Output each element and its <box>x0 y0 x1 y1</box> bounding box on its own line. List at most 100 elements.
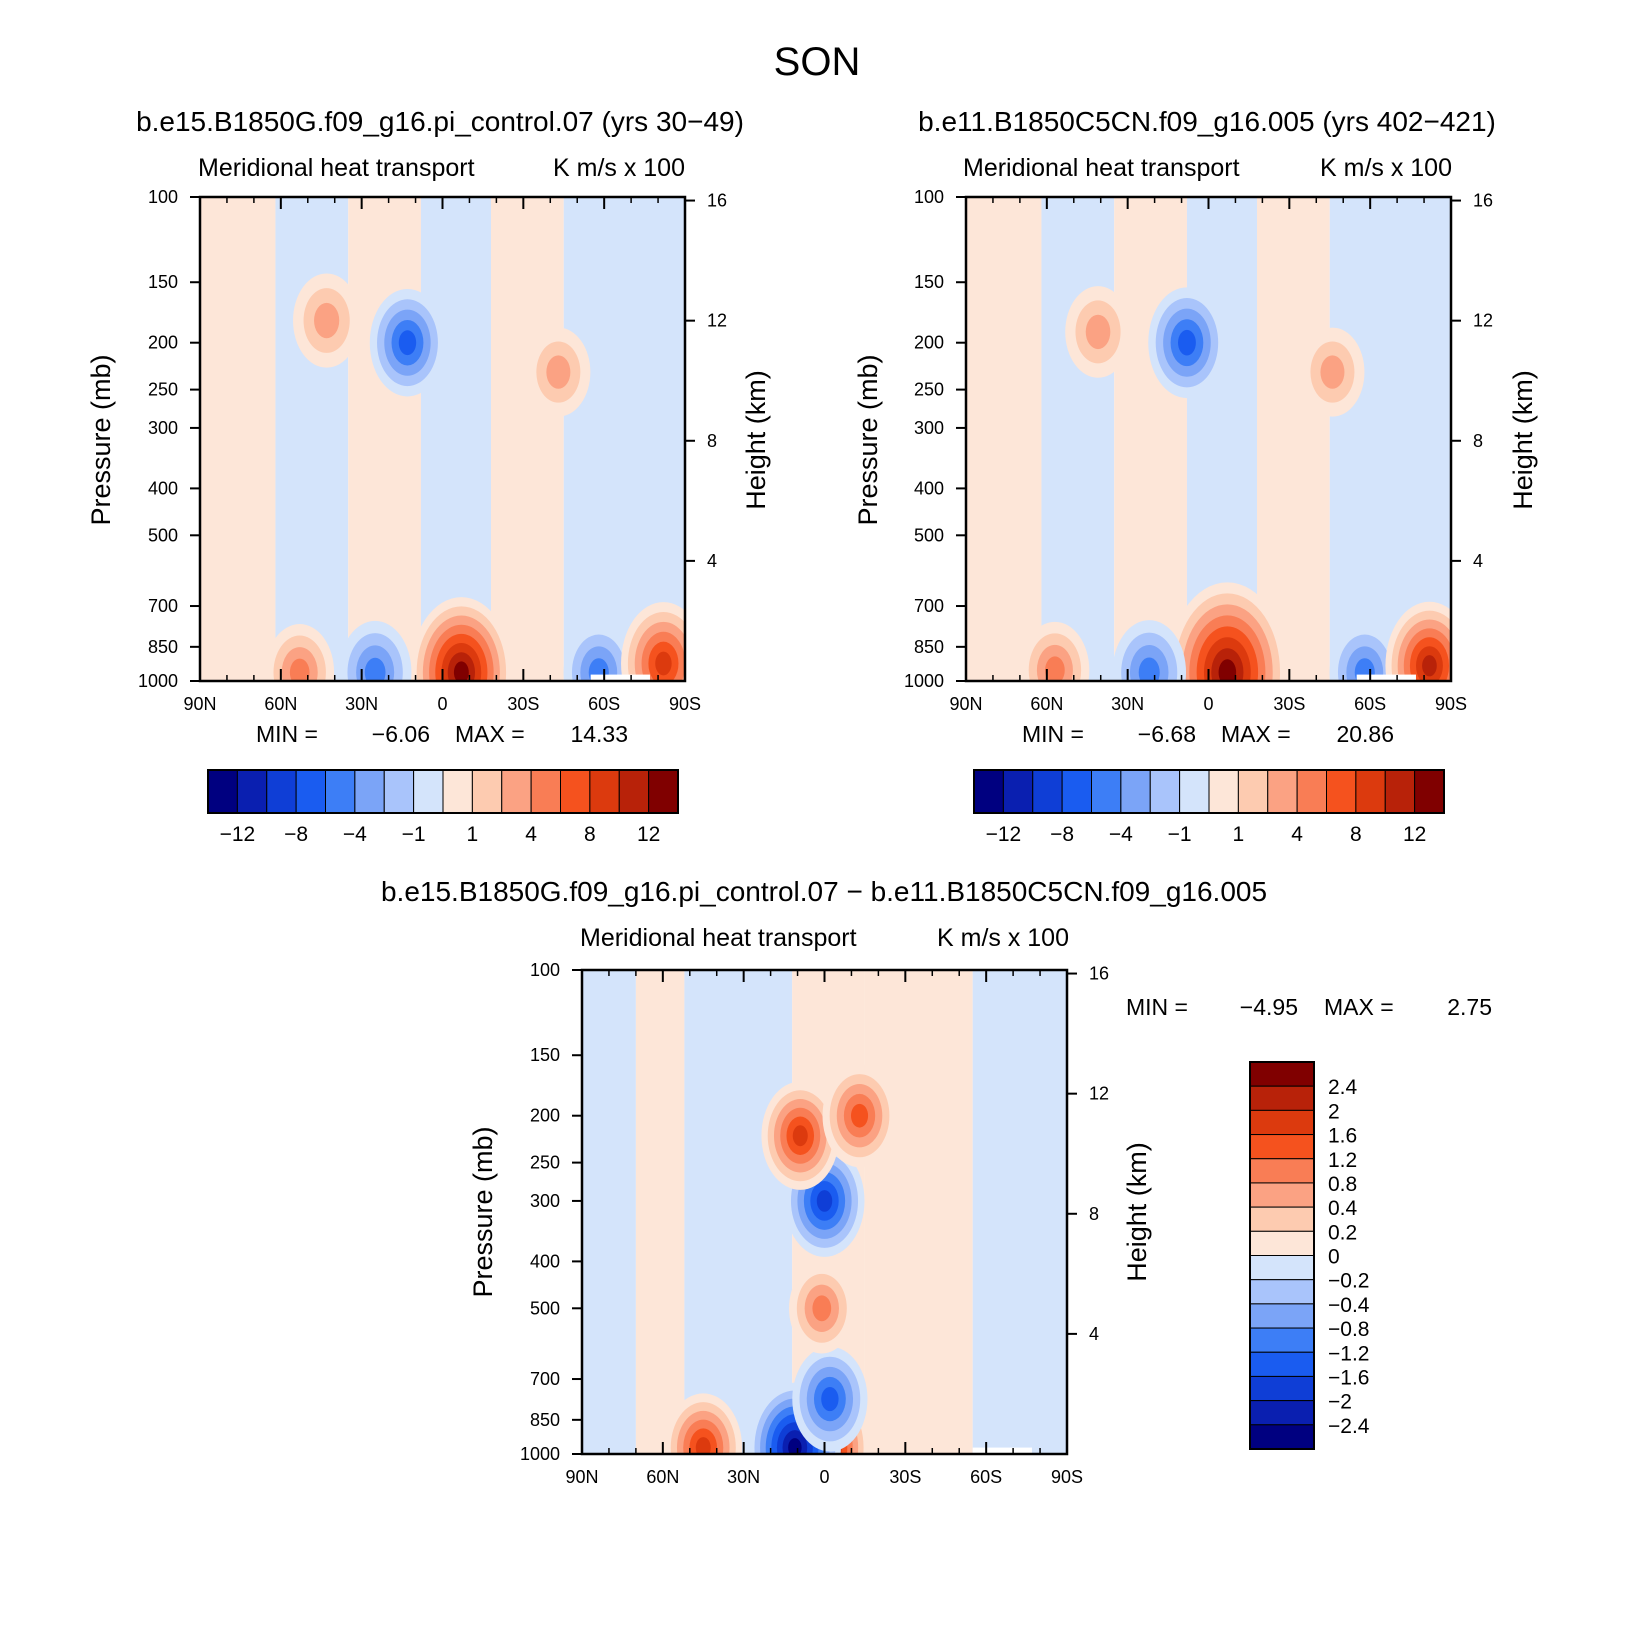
p1-colorbar-swatch <box>354 769 385 814</box>
p2-y-right-tick-label: 4 <box>1473 551 1483 571</box>
p3-background-band <box>635 970 685 1454</box>
p2-colorbar-label: 4 <box>1291 823 1303 846</box>
p3-colorbar-swatch <box>1249 1061 1315 1087</box>
p3-y-tick-label: 150 <box>530 1045 560 1065</box>
p3-y-tick-label: 100 <box>530 960 560 980</box>
p2-background-band <box>1257 197 1330 681</box>
p3-colorbar-label: −2.4 <box>1328 1415 1370 1438</box>
p1-colorbar-label: −8 <box>284 823 308 846</box>
p2-y-tick-label: 250 <box>914 380 944 400</box>
p1-colorbar-swatch <box>648 769 679 814</box>
p2-feature-1-level-7 <box>1218 659 1237 681</box>
p1-colorbar-swatch <box>266 769 297 814</box>
p3-colorbar-label: −0.8 <box>1328 1318 1369 1341</box>
p1-colorbar-swatch <box>325 769 356 814</box>
p1-background-band <box>200 197 276 681</box>
p3-colorbar-label: −1.2 <box>1328 1342 1369 1365</box>
p3-y-right-tick-label: 16 <box>1089 964 1109 984</box>
p2-colorbar-swatch <box>1149 769 1181 814</box>
p2-colorbar-label: 1 <box>1233 823 1245 846</box>
p1-background-band <box>563 197 685 681</box>
p1-x-tick-label: 90S <box>669 694 701 714</box>
p2-colorbar-swatch <box>1355 769 1386 814</box>
p1-x-tick-label: 60N <box>264 694 297 714</box>
p2-y-tick-label: 400 <box>914 478 944 498</box>
p3-x-tick-label: 60S <box>970 1467 1002 1487</box>
p2-y-tick-label: 1000 <box>904 671 944 691</box>
p2-y-tick-label: 700 <box>914 596 944 616</box>
p2-colorbar-swatch <box>1032 769 1063 814</box>
p2-y-tick-label: 850 <box>914 637 944 657</box>
p2-y-tick-label: 150 <box>914 272 944 292</box>
p1-feature-5-level-2 <box>546 355 571 389</box>
p2-feature-7-level-6 <box>1422 655 1437 677</box>
p2-colorbar-swatch <box>1091 769 1122 814</box>
panel-1: b.e15.B1850G.f09_g16.pi_control.07 (yrs … <box>86 106 771 846</box>
p3-y-tick-label: 400 <box>530 1251 560 1271</box>
p2-colorbar-label: −8 <box>1050 823 1074 846</box>
p2-colorbar-swatch <box>1414 769 1445 814</box>
panel-1-contour-field <box>200 197 685 681</box>
p3-colorbar-swatch <box>1249 1255 1315 1281</box>
p2-colorbar-label: 12 <box>1403 823 1426 846</box>
p3-colorbar-label: 1.6 <box>1328 1125 1357 1148</box>
panel-2-subtitle-left: Meridional heat transport <box>963 154 1240 182</box>
panel-3-ylabel: Pressure (mb) <box>468 1126 498 1297</box>
p3-colorbar-swatch <box>1249 1134 1315 1160</box>
p1-colorbar-swatch <box>560 769 591 814</box>
p2-colorbar-swatch <box>1267 769 1298 814</box>
p1-y-tick-label: 200 <box>148 333 178 353</box>
p1-colorbar-swatch <box>471 769 503 814</box>
panel-1-colorbar: −12 −8 −4 −1 1 4 8 12 <box>207 769 679 846</box>
p1-colorbar-label: −1 <box>402 823 426 846</box>
p3-colorbar-swatch <box>1249 1109 1315 1136</box>
p3-colorbar-swatch <box>1249 1351 1315 1377</box>
p3-x-tick-label: 90S <box>1051 1467 1083 1487</box>
panel-3-min-label: MIN = <box>1126 994 1188 1020</box>
p1-colorbar-swatch <box>589 769 620 814</box>
panel-3-title: b.e15.B1850G.f09_g16.pi_control.07 − b.e… <box>381 876 1267 907</box>
p3-feature-2-level-4 <box>850 1103 869 1128</box>
panel-2-min-value: −6.68 <box>1138 721 1196 747</box>
p3-colorbar-swatch <box>1249 1182 1315 1208</box>
p2-colorbar-swatch <box>1296 769 1327 814</box>
p3-colorbar-label: 1.2 <box>1328 1149 1357 1172</box>
panel-2-title: b.e11.B1850C5CN.f09_g16.005 (yrs 402−421… <box>918 106 1496 137</box>
p1-feature-4-level-2 <box>314 302 340 339</box>
p3-background-band <box>972 970 1067 1454</box>
p1-x-tick-label: 90N <box>183 694 216 714</box>
p1-feature-3-level-3 <box>289 658 310 681</box>
p2-feature-0-level-4 <box>1178 329 1196 356</box>
panel-1-axes: 90N 60N 30N 0 30S 60S 90S 100 150 200 250 300 400 500… <box>138 187 727 714</box>
p3-y-right-tick-label: 8 <box>1089 1204 1099 1224</box>
p2-x-tick-label: 30N <box>1111 694 1144 714</box>
p2-x-tick-label: 90S <box>1435 694 1467 714</box>
p3-background-band <box>684 970 793 1454</box>
panel-1-ylabel-right: Height (km) <box>741 370 771 510</box>
p3-colorbar-label: 2 <box>1328 1100 1340 1123</box>
p1-colorbar-swatch <box>236 769 268 814</box>
p1-y-tick-label: 1000 <box>138 671 178 691</box>
p2-colorbar-label: 8 <box>1350 823 1362 846</box>
p2-colorbar-swatch <box>1179 769 1210 814</box>
p2-feature-6-level-3 <box>1354 658 1375 681</box>
p1-colorbar-swatch <box>442 769 473 814</box>
p1-colorbar-label: 8 <box>584 823 596 846</box>
p2-missing-data <box>1356 674 1416 681</box>
p2-y-right-tick-label: 16 <box>1473 191 1493 211</box>
p3-colorbar-swatch <box>1249 1424 1315 1450</box>
p1-x-tick-label: 30S <box>507 694 539 714</box>
p1-y-tick-label: 850 <box>148 637 178 657</box>
panel-1-max-value: 14.33 <box>570 721 628 747</box>
p1-feature-6-level-3 <box>588 658 609 681</box>
panel-3-max-label: MAX = <box>1324 994 1394 1020</box>
panel-1-ylabel: Pressure (mb) <box>86 354 116 525</box>
p1-feature-0-level-4 <box>398 330 417 356</box>
p2-feature-2-level-3 <box>1138 657 1160 681</box>
panel-1-subtitle-left: Meridional heat transport <box>198 154 475 182</box>
panel-3-axes: 90N 60N 30N 0 30S 60S 90S 100 150 200 250 300 400 500… <box>520 960 1109 1487</box>
p1-y-right-tick-label: 8 <box>707 431 717 451</box>
p3-colorbar-swatch <box>1249 1230 1315 1256</box>
panel-3-max-value: 2.75 <box>1447 994 1492 1020</box>
